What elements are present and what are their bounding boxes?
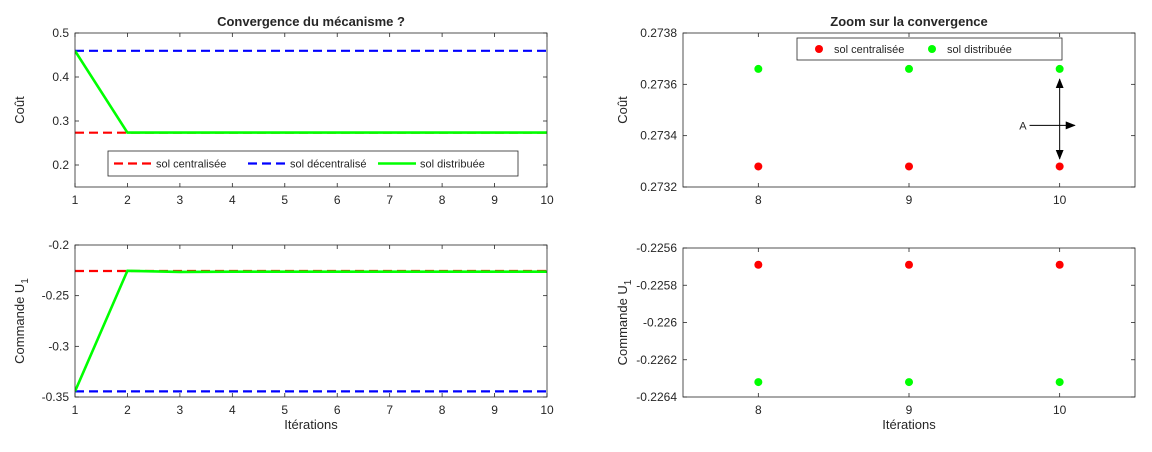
chart-title: Zoom sur la convergence	[830, 14, 988, 29]
legend-label-centralisee: sol centralisée	[156, 159, 226, 171]
legend-label-distribuee: sol distribuée	[420, 159, 485, 171]
x-tick-label: 6	[334, 403, 341, 417]
x-tick-label: 10	[540, 193, 554, 207]
x-tick-label: 10	[1053, 403, 1067, 417]
chart-p2: 8 9 10 0.2732 0.2734 0.2736 0.2738 Zoom sur la …	[615, 14, 1136, 207]
y-tick-label: -0.35	[42, 390, 70, 404]
data-point-distribuee	[1055, 64, 1064, 73]
y-tick-label: -0.2	[48, 238, 69, 252]
series-group	[75, 269, 547, 393]
plot-area	[683, 248, 1135, 397]
series-line-distribuee	[75, 269, 547, 392]
legend-swatch-distribuee	[928, 45, 936, 53]
data-point-centralisee	[905, 162, 913, 171]
data-point-centralisee	[905, 260, 913, 269]
series-group	[754, 64, 1064, 171]
data-point-centralisee	[1055, 162, 1064, 171]
x-tick-label: 5	[281, 403, 288, 417]
legend: sol centralisée sol distribuée	[796, 37, 1063, 61]
y-axis-label: Coût	[615, 96, 630, 124]
x-tick-label: 8	[755, 193, 762, 207]
legend-label-decentralise: sol décentralisé	[290, 159, 366, 171]
x-axis-label: Itérations	[284, 417, 338, 432]
series-line-distribuee	[75, 50, 547, 134]
legend-label-centralisee: sol centralisée	[834, 44, 904, 56]
y-tick-label: 0.2738	[640, 26, 677, 40]
data-point-distribuee	[754, 64, 763, 73]
data-point-distribuee	[905, 64, 913, 73]
x-axis-label: Itérations	[882, 417, 936, 432]
x-tick-label: 6	[334, 193, 341, 207]
x-tick-label: 10	[540, 403, 554, 417]
x-tick-label: 4	[229, 403, 236, 417]
y-tick-label: 0.2	[52, 158, 69, 172]
y-tick-label: -0.25	[42, 289, 70, 303]
x-tick-label: 1	[72, 403, 79, 417]
x-tick-label: 1	[72, 193, 79, 207]
y-tick-label: 0.3	[52, 114, 69, 128]
x-tick-label: 9	[906, 193, 913, 207]
data-point-centralisee	[754, 260, 763, 269]
x-tick-label: 8	[439, 403, 446, 417]
axes-box	[74, 32, 548, 188]
series-group	[754, 260, 1064, 387]
data-point-distribuee	[905, 378, 913, 387]
data-point-distribuee	[1055, 378, 1064, 387]
legend-swatch-centralisee	[815, 45, 823, 53]
y-tick-label: 0.2736	[640, 77, 677, 91]
legend-box	[107, 150, 519, 177]
x-tick-label: 4	[229, 193, 236, 207]
x-tick-label: 3	[177, 403, 184, 417]
plot-area	[75, 245, 547, 397]
series-group	[75, 49, 547, 134]
chart-p3: 1 2 3 4 5 6 7 8 9 10 -0.35 -0.3 -0.25 -0.2 Itérations C…	[12, 238, 554, 432]
y-tick-label: -0.226	[643, 316, 677, 330]
y-axis-label: Commande U1	[615, 279, 634, 365]
legend: sol centralisée sol décentralisé sol distr…	[107, 150, 519, 177]
y-tick-label: -0.2256	[636, 241, 677, 255]
y-tick-label: 0.2732	[640, 180, 677, 194]
y-tick-label: 0.2734	[640, 129, 677, 143]
y-axis-label-subscript: 1	[623, 279, 634, 285]
y-tick-label: 0.4	[52, 70, 69, 84]
axes-box	[74, 244, 548, 398]
y-axis-label-subscript: 1	[20, 278, 31, 284]
x-tick-label: 8	[439, 193, 446, 207]
x-tick-label: 7	[386, 403, 393, 417]
annotation-label: A	[1019, 120, 1027, 132]
x-tick-label: 7	[386, 193, 393, 207]
x-tick-label: 9	[491, 193, 498, 207]
chart-p1: 1 2 3 4 5 6 7 8 9 10 0.2 0.3 0.4 0.5 Convergence du mé…	[12, 14, 554, 207]
data-point-distribuee	[754, 378, 763, 387]
chart-title: Convergence du mécanisme ?	[217, 14, 405, 29]
x-tick-label: 8	[755, 403, 762, 417]
y-tick-label: -0.3	[48, 339, 69, 353]
y-tick-label: -0.2262	[636, 353, 677, 367]
x-tick-label: 10	[1053, 193, 1067, 207]
y-tick-label: -0.2258	[636, 278, 677, 292]
y-axis-label: Commande U1	[12, 278, 31, 364]
x-tick-label: 3	[177, 193, 184, 207]
chart-p4: 8 9 10 -0.2264 -0.2262 -0.226 -0.2258 -0.2256 It…	[615, 241, 1136, 432]
x-tick-label: 2	[124, 193, 131, 207]
legend-label-distribuee: sol distribuée	[947, 44, 1012, 56]
x-tick-label: 5	[281, 193, 288, 207]
data-point-centralisee	[754, 162, 763, 171]
y-tick-label: 0.5	[52, 26, 69, 40]
y-tick-label: -0.2264	[636, 390, 677, 404]
y-axis-label: Coût	[12, 96, 27, 124]
data-point-centralisee	[1055, 260, 1064, 269]
x-tick-label: 9	[906, 403, 913, 417]
x-tick-label: 9	[491, 403, 498, 417]
x-tick-label: 2	[124, 403, 131, 417]
